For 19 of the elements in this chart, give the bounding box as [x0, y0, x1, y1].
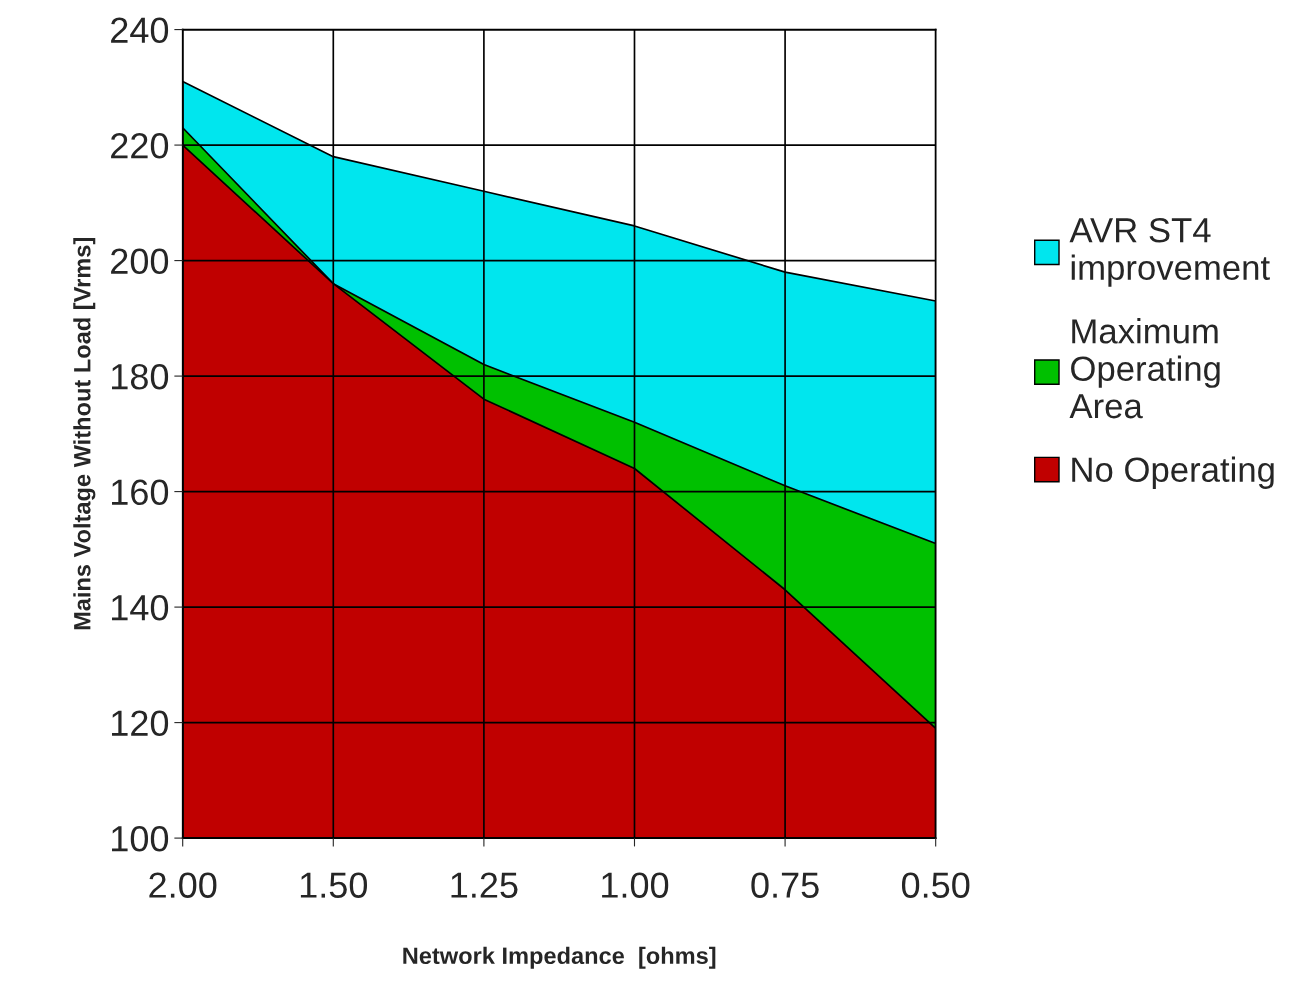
x-tick-label: 1.50: [300, 872, 368, 898]
x-tick-label: 1.25: [451, 872, 518, 898]
legend-label: Maximum Operating Area: [1069, 318, 1220, 419]
legend-label: No Operating: [1072, 456, 1274, 489]
y-tick-label: 100: [112, 825, 169, 852]
y-tick-label: 180: [112, 363, 169, 390]
y-axis-title: Mains Voltage Without Load [Vrms]: [73, 238, 96, 630]
y-tick-label: 140: [112, 594, 169, 621]
y-tick-label: 200: [111, 248, 169, 275]
y-tick-label: 160: [112, 479, 169, 506]
x-tick-label: 0.50: [901, 872, 970, 898]
y-tick-label: 240: [111, 17, 169, 44]
x-tick-label: 0.75: [751, 872, 819, 898]
x-tick-label: 2.00: [149, 872, 217, 898]
y-tick-label: 120: [112, 710, 169, 737]
x-axis-title: Network Impedance [ohms]: [403, 946, 716, 969]
y-tick-label: 220: [111, 132, 169, 159]
legend-label: AVR ST4 improvement: [1069, 218, 1270, 287]
x-tick-label: 1.00: [602, 872, 669, 898]
